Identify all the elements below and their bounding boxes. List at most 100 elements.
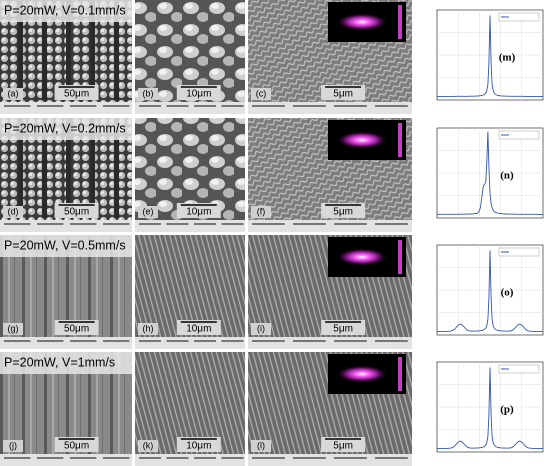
heading-box [0, 235, 132, 257]
scale-box [54, 203, 99, 218]
scale-label: 50μm [64, 324, 89, 335]
info-text [139, 223, 161, 225]
scale-label: 5μm [333, 441, 353, 452]
info-text [37, 457, 64, 459]
info-text [166, 340, 189, 342]
info-text [4, 340, 31, 342]
plot-legend [498, 247, 540, 257]
info-text [293, 223, 326, 225]
info-text [194, 457, 216, 459]
row-heading: P=20mW, V=1mm/s [4, 355, 115, 369]
info-bar [0, 337, 132, 349]
label-box [251, 440, 271, 452]
info-text [334, 457, 367, 459]
info-bar [135, 102, 245, 114]
scale-label: 5μm [333, 207, 353, 218]
label-box [251, 323, 271, 335]
label-box [3, 440, 23, 452]
label-box [251, 88, 271, 100]
info-text [139, 457, 161, 459]
scale-box [321, 320, 366, 335]
groove [114, 0, 119, 100]
fft-spot [336, 13, 388, 31]
scale-label: 10μm [186, 324, 211, 335]
plot-label: (n) [500, 170, 514, 182]
fft-colorbar [398, 123, 402, 157]
groove [42, 0, 47, 100]
scale-box [54, 437, 99, 452]
panel-label: (d) [8, 206, 19, 216]
info-text [4, 457, 31, 459]
plot-label: (o) [501, 287, 514, 299]
label-box [138, 440, 158, 452]
groove [90, 118, 95, 218]
info-text [103, 340, 130, 342]
panel-label: (a) [8, 88, 19, 98]
plot-curve [436, 131, 543, 215]
plot-curve [437, 250, 543, 332]
info-text [334, 340, 367, 342]
info-text [103, 457, 130, 459]
info-text [37, 105, 64, 107]
plot-legend [498, 12, 540, 22]
info-text [139, 105, 161, 107]
scale-box [176, 437, 221, 452]
info-text [139, 340, 161, 342]
row-heading: P=20mW, V=0.1mm/s [4, 3, 126, 17]
heading-box [0, 0, 132, 22]
info-text [375, 340, 408, 342]
info-text [252, 340, 285, 342]
info-text [166, 105, 189, 107]
fft-colorbar [398, 240, 402, 274]
info-text [37, 223, 64, 225]
info-bar [248, 337, 412, 349]
label-box [3, 206, 23, 218]
info-text [70, 457, 97, 459]
info-text [375, 223, 408, 225]
scale-box [321, 203, 366, 218]
info-text [103, 223, 130, 225]
groove [114, 118, 119, 218]
groove [66, 0, 71, 100]
plot-label: (p) [500, 404, 514, 416]
groove [18, 0, 23, 100]
fft-spot [336, 248, 388, 266]
info-text [103, 105, 130, 107]
info-bar [135, 454, 245, 466]
scale-box [321, 85, 366, 100]
info-text [252, 105, 285, 107]
groove [66, 118, 71, 218]
fft-spot [336, 131, 388, 149]
info-bar [248, 454, 412, 466]
panel-label: (f) [257, 206, 266, 216]
plot-legend [498, 130, 540, 140]
scale-box [54, 85, 99, 100]
row-heading: P=20mW, V=0.5mm/s [4, 238, 126, 252]
fft-colorbar [398, 357, 402, 391]
scale-label: 50μm [64, 207, 89, 218]
label-box [138, 88, 158, 100]
row-heading: P=20mW, V=0.2mm/s [4, 121, 126, 135]
panel-label: (e) [143, 206, 154, 216]
label-box [138, 206, 158, 218]
info-text [293, 105, 326, 107]
heading-box [0, 118, 132, 140]
info-text [334, 105, 367, 107]
plot-legend [498, 364, 540, 374]
plot-curve [437, 15, 543, 97]
info-text [70, 340, 97, 342]
panel-label: (c) [256, 88, 267, 98]
scale-box [321, 437, 366, 452]
info-text [194, 105, 216, 107]
info-text [4, 223, 31, 225]
info-text [293, 340, 326, 342]
groove [42, 118, 47, 218]
info-text [334, 223, 367, 225]
scale-box [176, 203, 221, 218]
panel-label: (l) [257, 440, 265, 450]
panel-label: (k) [143, 440, 154, 450]
label-box [3, 88, 23, 100]
info-bar [0, 454, 132, 466]
info-text [166, 457, 189, 459]
